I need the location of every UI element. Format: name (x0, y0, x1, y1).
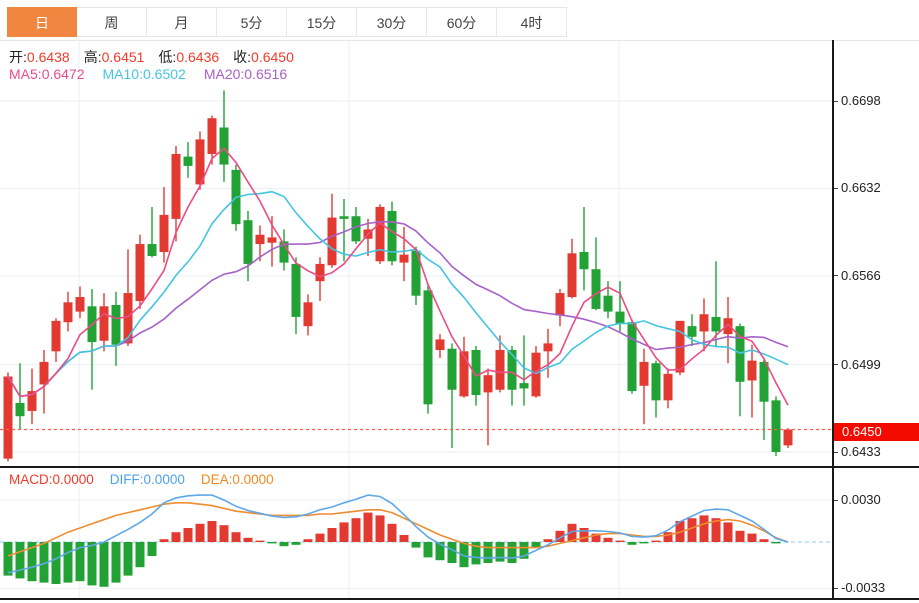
bottom-border (0, 598, 919, 600)
axis-tick-label: 0.6698 (841, 93, 881, 108)
legend-pair: 开:0.6438 (9, 49, 70, 65)
legend-pair: MACD:0.0000 (9, 472, 94, 487)
legend-pair: DIFF:0.0000 (109, 472, 185, 487)
axis-tick-mark (833, 587, 838, 589)
legend-pair: 高:0.6451 (83, 49, 145, 65)
legend-pair: 收:0.6450 (233, 49, 294, 65)
macd-legend-row: MACD:0.0000 DIFF:0.0000 DEA:0.0000 (9, 472, 290, 487)
legend-pair: MA20:0.6516 (203, 66, 288, 82)
candlestick-chart[interactable] (0, 40, 832, 468)
tab-60min[interactable]: 60分 (427, 7, 497, 37)
axis-tick-label: 0.6566 (841, 267, 881, 283)
legend-pair: MA5:0.6472 (9, 66, 85, 82)
tab-month[interactable]: 月 (147, 7, 217, 37)
axis-tick-label: 0.6433 (841, 444, 881, 459)
timeframe-tabbar: 日周月 5分 15分 30分 60分 4时 (7, 7, 567, 37)
tab-15min[interactable]: 15分 (287, 7, 357, 37)
tab-4hour[interactable]: 4时 (497, 7, 567, 37)
legend-pair: 低:0.6436 (158, 49, 220, 65)
tab-week[interactable]: 周 (77, 7, 147, 37)
ohlc-quote-row: 开:0.6438 高:0.6451 低:0.6436 收:0.6450 (9, 47, 308, 67)
panel-separator (0, 466, 919, 468)
axis-tick-mark (833, 364, 838, 366)
legend-pair: MA10:0.6502 (102, 66, 186, 82)
axis-tick-label: 0.0030 (841, 492, 881, 507)
axis-tick-mark (833, 499, 838, 501)
ma-legend-row: MA5:0.6472 MA10:0.6502 MA20:0.6516 (9, 66, 305, 82)
axis-tick-mark (833, 275, 838, 277)
tab-5min[interactable]: 5分 (217, 7, 287, 37)
axis-tick-label: -0.0033 (841, 580, 886, 596)
axis-divider (832, 40, 834, 599)
legend-pair: DEA:0.0000 (200, 472, 274, 487)
axis-tick-mark (833, 187, 838, 189)
chart-top-border (0, 40, 919, 41)
tab-30min[interactable]: 30分 (357, 7, 427, 37)
axis-tick-label: 0.6632 (841, 180, 881, 196)
macd-chart[interactable] (0, 468, 832, 603)
last-price-badge: 0.6450 (833, 423, 919, 441)
axis-tick-label: 0.6499 (841, 356, 881, 372)
axis-tick-mark (833, 100, 838, 102)
tab-day[interactable]: 日 (7, 7, 77, 37)
axis-tick-mark (833, 451, 838, 453)
